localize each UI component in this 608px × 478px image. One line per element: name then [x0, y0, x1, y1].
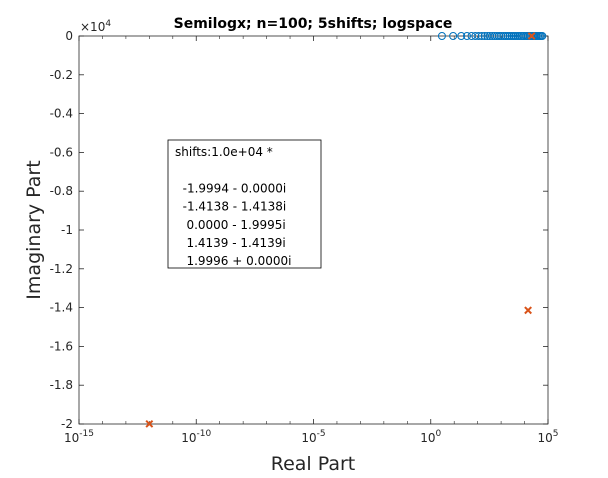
x-axis-label: Real Part [271, 453, 356, 475]
y-tick-label: 0 [65, 29, 73, 43]
y-tick-label: -0.4 [50, 107, 73, 121]
circle-point [449, 32, 458, 40]
y-tick-label: -1.6 [50, 339, 73, 353]
circle-point [495, 32, 504, 40]
x-tick-exp: 5 [553, 429, 559, 439]
x-point [527, 32, 536, 40]
circle-point [511, 32, 520, 40]
x-tick-label: 10-5 [301, 429, 325, 445]
annotation-line: 1.4139 - 1.4139i [175, 236, 286, 250]
annotation-line: 0.0000 - 1.9995i [175, 218, 286, 232]
circle-point [474, 32, 483, 40]
x-tick-label: 10-15 [64, 429, 94, 445]
y-exponent-label: ×104 [80, 19, 111, 34]
circle-point [538, 32, 547, 40]
annotation-line: shifts:1.0e+04 * [175, 145, 273, 159]
x-tick-label: 105 [537, 429, 558, 445]
circle-point [499, 32, 508, 40]
y-axis-label: Imaginary Part [23, 160, 45, 299]
y-exponent-base: ×10 [80, 20, 105, 34]
chart-title: Semilogx; n=100; 5shifts; logspace [174, 16, 453, 32]
x-tick-exp: 0 [436, 429, 442, 439]
circle-point [490, 32, 499, 40]
x-tick-label: 100 [420, 429, 441, 445]
y-exponent-power: 4 [105, 19, 111, 29]
data-marks [145, 32, 547, 428]
circle-point [480, 32, 489, 40]
x-tick-base: 10 [181, 431, 196, 445]
circle-point [505, 32, 514, 40]
x-tick-exp: -10 [197, 429, 212, 439]
annotation-box: shifts:1.0e+04 * -1.9994 - 0.0000i -1.41… [167, 139, 322, 269]
y-tick-label: -0.2 [50, 68, 73, 82]
annotation-lines: shifts:1.0e+04 * -1.9994 - 0.0000i -1.41… [175, 145, 291, 268]
circle-point [457, 32, 466, 40]
circle-point [501, 32, 510, 40]
annotation-line: 1.9996 + 0.0000i [175, 254, 291, 268]
y-ticks: 0 -0.2 -0.4 -0.6 -0.8 -1 -1.2 -1.4 -1.6 -1.8 -2 [50, 29, 548, 431]
annotation-line: -1.4138 - 1.4138i [175, 200, 286, 214]
x-tick-base: 10 [64, 431, 79, 445]
circle-point [437, 32, 446, 40]
y-tick-label: -2 [61, 417, 73, 431]
x-ticks: 10-15 10-10 10-5 100 105 [64, 36, 559, 445]
y-tick-label: -0.6 [50, 145, 73, 159]
y-tick-label: -1.8 [50, 378, 73, 392]
x-tick-exp: -5 [317, 429, 326, 439]
x-tick-base: 10 [537, 431, 552, 445]
circle-point [507, 32, 516, 40]
x-tick-base: 10 [420, 431, 435, 445]
y-tick-label: -1 [61, 223, 73, 237]
x-tick-label: 10-10 [181, 429, 211, 445]
annotation-line: -1.9994 - 0.0000i [175, 181, 286, 195]
circle-point [462, 32, 471, 40]
y-tick-label: -0.8 [50, 184, 73, 198]
circle-point [503, 32, 512, 40]
circle-point [477, 32, 486, 40]
x-point [145, 419, 154, 428]
annotation-border [167, 139, 322, 269]
y-tick-label: -1.2 [50, 262, 73, 276]
x-tick-base: 10 [301, 431, 316, 445]
x-tick-exp: -15 [79, 429, 94, 439]
y-tick-label: -1.4 [50, 301, 73, 315]
x-point [524, 306, 532, 315]
circle-point [471, 32, 480, 40]
